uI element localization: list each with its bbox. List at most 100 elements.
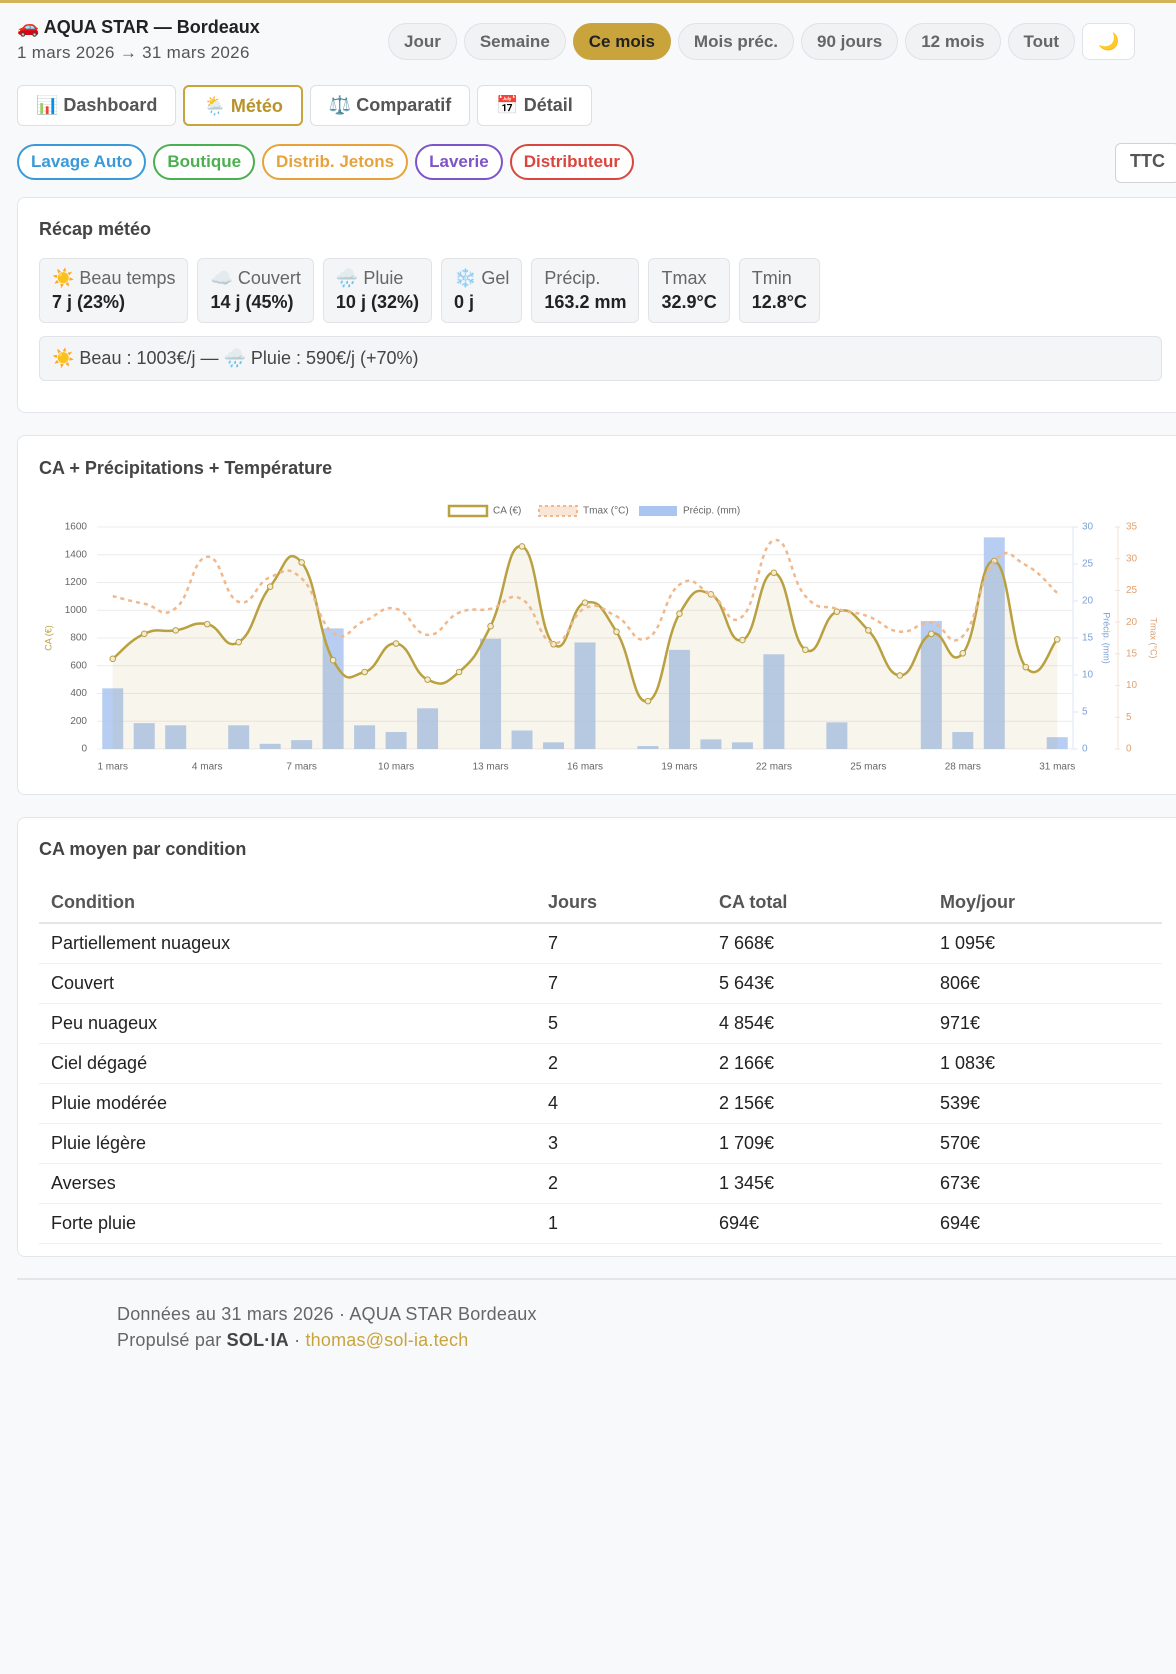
table-cell: 971€ [928, 1003, 1162, 1044]
app-title: 🚗 AQUA STAR — Bordeaux [17, 17, 260, 37]
stat-label: Tmax [661, 268, 707, 288]
x-tick-label: 4 mars [192, 762, 223, 773]
table-cell: 1 [536, 1203, 707, 1244]
stat-value: 0 j [453, 292, 474, 312]
y3-tick-label: 0 [1126, 744, 1132, 755]
period-button[interactable]: Jour [388, 23, 457, 60]
table-row: Partiellement nuageux 7 7 668€ 1 095€ [39, 923, 1162, 964]
x-tick-label: 7 mars [286, 762, 317, 773]
filter-chip[interactable]: Distrib. Jetons [262, 144, 409, 180]
tab[interactable]: 📊 Dashboard [17, 85, 177, 126]
filter-bar: Lavage Auto Boutique Distrib. Jetons Lav… [17, 144, 635, 180]
y2-tick-label: 10 [1082, 670, 1094, 681]
period-button[interactable]: Mois préc. [677, 23, 795, 60]
period-button[interactable]: Semaine [463, 23, 566, 60]
footer-separator: · [294, 1330, 301, 1350]
table-cell: 4 [536, 1083, 707, 1124]
table-row: Forte pluie 1 694€ 694€ [39, 1203, 1162, 1244]
table-cell: 570€ [928, 1123, 1162, 1164]
y-tick-label: 1600 [65, 522, 88, 533]
line-point [802, 646, 809, 654]
table-row: Averses 2 1 345€ 673€ [39, 1163, 1162, 1204]
header-row: Condition Jours CA total Moy/jour [39, 882, 1162, 924]
filter-chip[interactable]: Boutique [153, 144, 256, 180]
column-header: CA total [707, 882, 928, 924]
line-point [392, 640, 400, 647]
precip-bar [259, 743, 281, 749]
table-cell: Pluie légère [39, 1123, 536, 1164]
column-header: Jours [536, 882, 707, 924]
table-cell: 2 166€ [707, 1043, 928, 1084]
precip-bar [511, 730, 533, 749]
precip-bar [543, 742, 565, 749]
table-cell: 673€ [928, 1163, 1162, 1204]
period-button[interactable]: 90 jours [801, 23, 899, 60]
y2-tick-label: 20 [1082, 596, 1094, 607]
precip-bar [291, 740, 313, 749]
line-point [140, 630, 148, 638]
legend-swatch [538, 505, 578, 517]
stat-box: Précip. 163.2 mm [531, 258, 640, 323]
filter-chip[interactable]: Lavage Auto [17, 144, 147, 180]
period-button[interactable]: Tout [1007, 23, 1076, 60]
line-point [518, 543, 526, 550]
y3-tick-label: 20 [1126, 617, 1138, 628]
line-point [833, 608, 841, 615]
precip-bar [1046, 737, 1068, 749]
y3-tick-label: 5 [1126, 712, 1132, 723]
y-tick-label: 800 [70, 633, 87, 644]
filter-chip[interactable]: Distributeur [509, 144, 635, 180]
line-point [298, 559, 305, 566]
table-cell: Pluie modérée [39, 1083, 536, 1124]
precip-bar [354, 725, 376, 749]
precip-bar [637, 746, 659, 749]
precip-bar [731, 742, 753, 749]
line-point [613, 628, 620, 636]
y2-tick-label: 30 [1082, 522, 1094, 533]
tax-toggle[interactable]: TTC [1115, 143, 1176, 183]
series-line [111, 545, 1059, 703]
x-tick-label: 28 mars [945, 762, 981, 773]
legend-label: CA (€) [493, 506, 521, 517]
stat-label: ☀️ Beau temps [52, 268, 176, 288]
line-point [644, 697, 652, 705]
precip-bar [668, 649, 690, 749]
divider [17, 1278, 1176, 1280]
column-header: Condition [39, 882, 536, 924]
table-row: Pluie modérée 4 2 156€ 539€ [39, 1083, 1162, 1124]
theme-toggle[interactable]: 🌙 [1082, 23, 1136, 60]
table-cell: 1 083€ [928, 1043, 1162, 1084]
footer-credit: Propulsé par SOL·IA · thomas@sol-ia.tech [117, 1330, 468, 1351]
table-cell: Partiellement nuageux [39, 923, 536, 964]
email-link[interactable]: thomas@sol-ia.tech [305, 1330, 469, 1350]
line-point [109, 655, 117, 663]
stat-label: 🌧️ Pluie [335, 268, 404, 288]
card-title: Récap météo [39, 219, 152, 239]
tab[interactable]: 📅 Détail [477, 85, 592, 126]
legend-swatch [639, 506, 677, 516]
stat-box: Tmin 12.8°C [738, 258, 820, 323]
tab[interactable]: ⚖️ Comparatif [309, 85, 471, 126]
filter-chip[interactable]: Laverie [415, 144, 503, 180]
recap-summary: ☀️ Beau : 1003€/j — 🌧️ Pluie : 590€/j (+… [39, 336, 1162, 381]
y2-tick-label: 0 [1082, 744, 1088, 755]
stats: ☀️ Beau temps 7 j (23%) ☁️ Couvert 14 j (4… [39, 258, 820, 323]
stat-label: ☁️ Couvert [210, 268, 301, 288]
table-cell: Forte pluie [39, 1203, 536, 1244]
line-area [112, 546, 1058, 749]
table-cell: 5 643€ [707, 963, 928, 1004]
period-selector: Jour Semaine Ce mois Mois préc. 90 jours… [388, 23, 1136, 60]
period-button[interactable]: Ce mois [572, 23, 671, 60]
y3-tick-label: 15 [1126, 648, 1138, 659]
line-point [865, 627, 872, 634]
y3-tick-label: 25 [1126, 585, 1138, 596]
table-cell: Averses [39, 1163, 536, 1204]
period-button[interactable]: 12 mois [905, 23, 1001, 60]
stat-box: ☀️ Beau temps 7 j (23%) [39, 258, 189, 323]
brand: SOL·IA [226, 1330, 289, 1350]
tab[interactable]: 🌦️ Météo [183, 85, 303, 126]
line-point [896, 672, 904, 679]
line-point [203, 620, 211, 628]
